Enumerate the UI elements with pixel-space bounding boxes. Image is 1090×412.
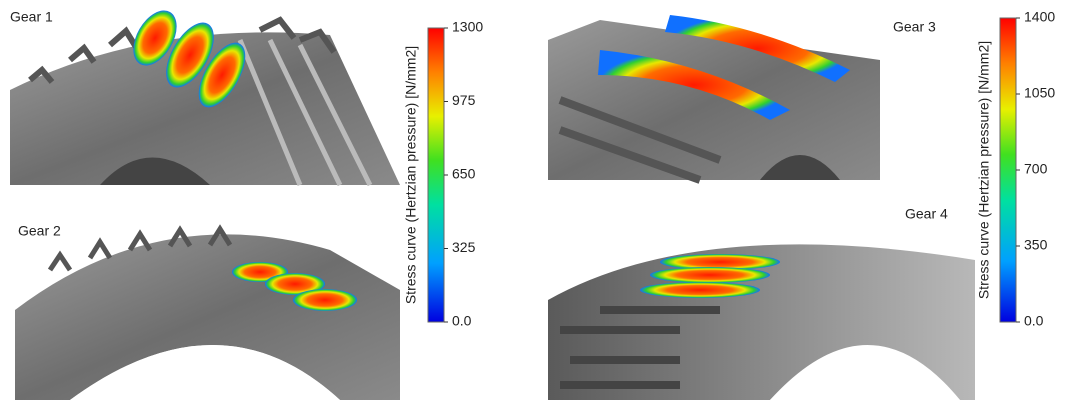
tick-label: 1400 [1024, 9, 1055, 25]
tick-label: 325 [452, 239, 476, 255]
tick-label: 650 [452, 166, 476, 182]
tick-label: 700 [1024, 161, 1048, 177]
gear-4-render [548, 244, 975, 400]
panel-label: Gear 4 [905, 206, 948, 222]
colorbar-title: Stress curve (Hertzian pressure) [N/mm2] [403, 46, 419, 304]
panel-label: Gear 3 [893, 19, 936, 35]
gear-3-render [548, 15, 880, 184]
tick-label: 0.0 [1024, 313, 1044, 329]
tick-label: 975 [452, 92, 476, 108]
panel-label: Gear 2 [18, 223, 61, 239]
tick-label: 0.0 [452, 313, 472, 329]
gear-1-render [10, 10, 400, 187]
panel-label: Gear 1 [10, 9, 53, 25]
colorbar [999, 17, 1017, 323]
colorbar [427, 27, 445, 323]
tick-label: 1050 [1024, 85, 1055, 101]
colorbar-title: Stress curve (Hertzian pressure) [N/mm2] [976, 41, 992, 299]
tick-label: 1300 [452, 19, 483, 35]
tick-label: 350 [1024, 237, 1048, 253]
gear-2-render [15, 224, 400, 400]
